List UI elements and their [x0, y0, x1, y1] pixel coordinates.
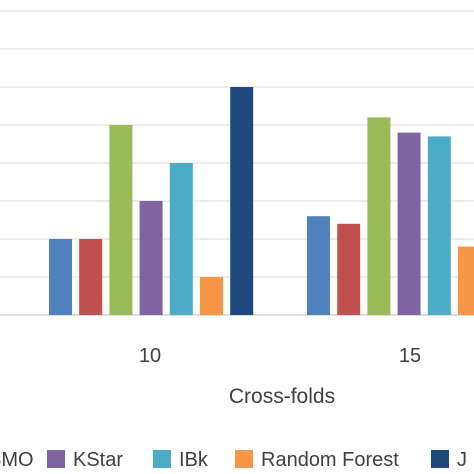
bar-kstar-10 [139, 201, 163, 315]
legend-label-random-forest: Random Forest [261, 449, 399, 471]
bar-ibk-15 [427, 136, 451, 315]
legend-swatch-random-forest [235, 450, 253, 468]
bar-series-2-10 [79, 239, 103, 315]
x-tick-labels: 10 15 [139, 345, 421, 367]
bar-random-forest-10 [200, 277, 223, 315]
bar-series-2-15 [337, 223, 361, 315]
legend-swatch-ibk [153, 450, 171, 468]
legend-label-j: J [457, 449, 467, 471]
legend-label-ibk: IBk [179, 449, 209, 471]
x-tick-label: 10 [139, 345, 161, 367]
legend: SMO KStar IBk Random Forest J [0, 449, 467, 471]
bar-ibk-10 [169, 163, 193, 315]
legend-label-smo: SMO [0, 449, 34, 471]
bar-series-3-15 [367, 117, 391, 316]
bar-smo-10 [49, 239, 72, 315]
bar-series-3-10 [109, 125, 133, 315]
bar-j-10 [230, 87, 254, 315]
bar-smo-15 [307, 216, 330, 315]
legend-swatch-kstar [47, 450, 65, 468]
bar-kstar-15 [397, 132, 421, 315]
x-axis-title: Cross-folds [229, 385, 335, 408]
bar-random-forest-15 [458, 246, 474, 315]
x-tick-label: 15 [399, 345, 421, 367]
bars [49, 87, 474, 316]
legend-label-kstar: KStar [73, 449, 123, 471]
legend-swatch-j [431, 450, 449, 468]
